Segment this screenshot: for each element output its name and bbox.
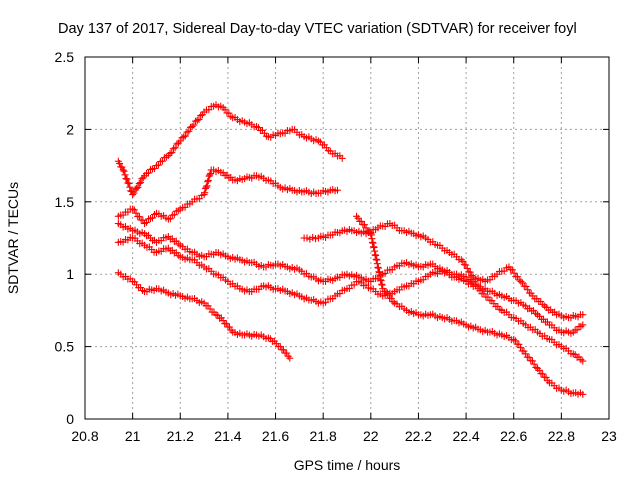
data-point-interp [512, 337, 519, 344]
data-point-interp [522, 283, 529, 290]
data-point-interp [529, 357, 536, 364]
data-point-interp [192, 118, 199, 125]
data-point-interp [195, 116, 202, 123]
data-point-interp [511, 270, 518, 277]
data-point-interp [180, 133, 187, 140]
data-point-interp [184, 129, 191, 136]
data-point-interp [526, 354, 533, 361]
data-point-interp [206, 171, 213, 178]
x-tick-label: 21.6 [262, 428, 289, 444]
sdtvar-chart: Day 137 of 2017, Sidereal Day-to-day VTE… [0, 0, 640, 480]
data-point-interp [194, 117, 201, 124]
y-tick-label: 2.5 [55, 49, 75, 65]
x-tick-label: 22.8 [548, 428, 575, 444]
data-point-interp [531, 361, 538, 368]
x-axis-label: GPS time / hours [294, 457, 401, 473]
data-point-interp [131, 206, 138, 213]
data-point-interp [172, 144, 179, 151]
data-point-interp [133, 210, 140, 217]
data-point-interp [170, 145, 177, 152]
data-point-interp [182, 132, 189, 139]
data-point-interp [539, 370, 546, 377]
y-tick-label: 2 [66, 121, 74, 137]
data-point-interp [283, 350, 290, 357]
data-point-interp [280, 346, 287, 353]
x-tick-label: 21.4 [214, 428, 241, 444]
x-tick-label: 20.8 [71, 428, 98, 444]
data-point-interp [136, 213, 143, 220]
data-point [517, 278, 524, 285]
data-point-interp [205, 177, 212, 184]
data-point-interp [358, 218, 365, 225]
x-axis: 20.8 21 21.2 21.4 21.6 21.8 22 22.2 22.4 22.6 22.8… [71, 57, 617, 444]
data-point-interp [543, 374, 550, 381]
data-points [115, 101, 586, 398]
data-point-interp [223, 320, 230, 327]
x-tick-label: 21 [125, 428, 141, 444]
data-point-interp [185, 128, 192, 135]
data-point-interp [197, 112, 204, 119]
y-tick-label: 0.5 [55, 339, 75, 355]
x-tick-label: 22.2 [405, 428, 432, 444]
data-point-interp [226, 324, 233, 331]
data-point-interp [388, 295, 395, 302]
data-point-interp [204, 178, 211, 185]
data-point-interp [178, 134, 185, 141]
data-point-interp [203, 184, 210, 191]
data-point-interp [361, 221, 368, 228]
data-point-interp [517, 344, 524, 351]
chart-title: Day 137 of 2017, Sidereal Day-to-day VTE… [58, 21, 577, 37]
data-point-interp [524, 286, 531, 293]
x-tick-label: 22 [363, 428, 379, 444]
x-tick-label: 22.4 [452, 428, 479, 444]
y-tick-label: 1.5 [55, 194, 75, 210]
y-tick-label: 0 [66, 411, 74, 427]
y-axis-label: SDTVAR / TECUs [5, 182, 21, 294]
x-tick-label: 21.8 [310, 428, 337, 444]
x-tick-label: 22.6 [500, 428, 527, 444]
x-tick-label: 21.2 [167, 428, 194, 444]
x-tick-label: 23 [601, 428, 617, 444]
data-point [189, 123, 196, 130]
y-tick-label: 1 [66, 266, 74, 282]
